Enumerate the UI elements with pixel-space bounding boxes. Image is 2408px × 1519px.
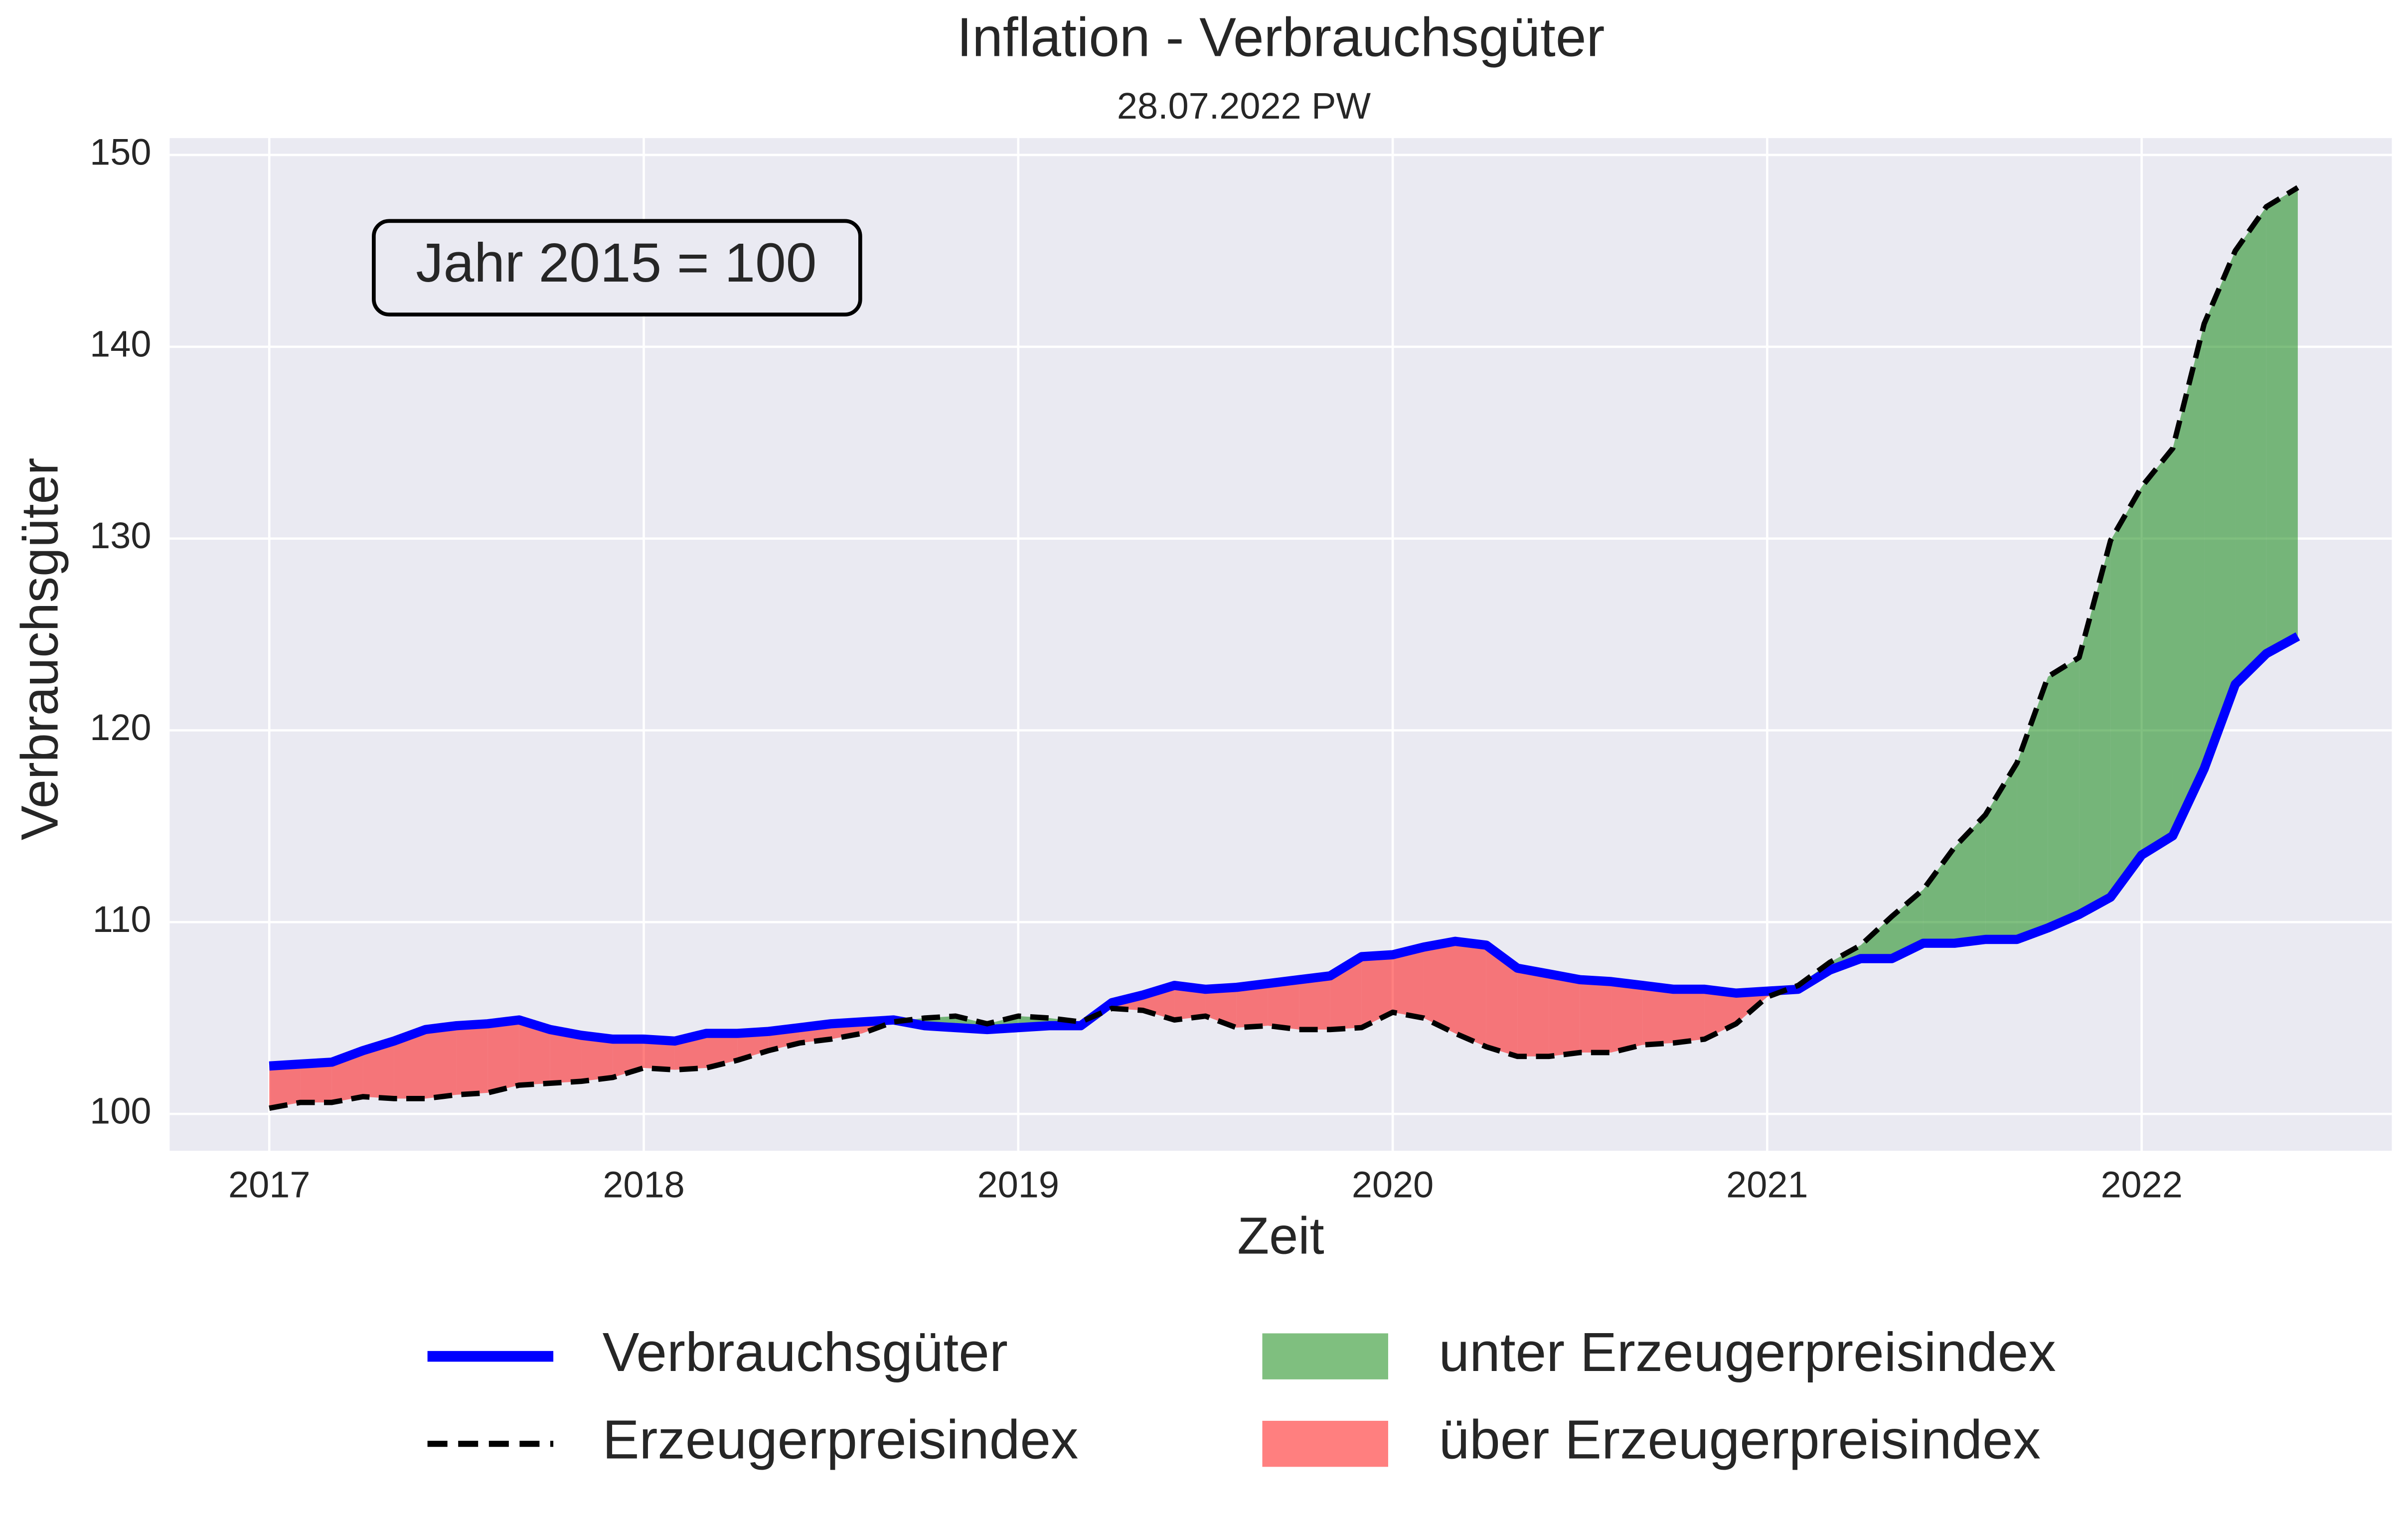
x-tick-label: 2018 bbox=[603, 1164, 684, 1205]
legend-label: Verbrauchsgüter bbox=[603, 1322, 1008, 1383]
annotation: Jahr 2015 = 100 bbox=[416, 232, 816, 294]
fill-segment bbox=[643, 1039, 675, 1070]
legend: Verbrauchsgüter Erzeugerpreisindex unter E… bbox=[427, 1322, 2056, 1470]
fill-segment bbox=[2048, 657, 2080, 928]
fill-segment bbox=[519, 1020, 550, 1085]
fill-areas bbox=[269, 187, 2298, 1108]
fill-segment bbox=[456, 1024, 488, 1095]
fill-segment bbox=[394, 1029, 426, 1099]
x-tick-label: 2020 bbox=[1352, 1164, 1434, 1205]
fill-segment bbox=[2110, 486, 2142, 898]
x-axis-label: Zeit bbox=[1237, 1207, 1324, 1265]
fill-segment bbox=[363, 1041, 394, 1099]
x-tick-label: 2022 bbox=[2100, 1164, 2182, 1205]
y-tick-label: 100 bbox=[90, 1090, 151, 1132]
fill-segment bbox=[1673, 989, 1705, 1043]
fill-segment bbox=[1642, 985, 1674, 1045]
fill-segment bbox=[1299, 976, 1330, 1030]
fill-segment bbox=[2204, 251, 2236, 769]
fill-segment bbox=[487, 1020, 519, 1093]
legend-label: Erzeugerpreisindex bbox=[603, 1409, 1079, 1470]
fill-segment bbox=[581, 1035, 613, 1081]
legend-swatch bbox=[1262, 1333, 1388, 1379]
fill-segment bbox=[1985, 762, 2017, 939]
fill-segment bbox=[2235, 206, 2266, 685]
fill-segment bbox=[1923, 847, 1954, 943]
fill-segment bbox=[1611, 981, 1643, 1053]
series-line bbox=[269, 632, 2300, 1071]
legend-swatch bbox=[1262, 1420, 1388, 1467]
legend-label: über Erzeugerpreisindex bbox=[1439, 1409, 2041, 1470]
y-tick-label: 140 bbox=[90, 323, 151, 364]
y-tick-label: 130 bbox=[90, 515, 151, 556]
fill-segment bbox=[269, 1064, 301, 1108]
fill-segment bbox=[1549, 974, 1580, 1057]
x-tick-label: 2019 bbox=[977, 1164, 1059, 1205]
fill-segment bbox=[1205, 987, 1237, 1028]
y-tick-label: 150 bbox=[90, 131, 151, 172]
fill-segment bbox=[1236, 983, 1268, 1028]
fill-segment bbox=[2141, 448, 2173, 855]
fill-segment bbox=[1486, 945, 1518, 1057]
fill-segment bbox=[2266, 187, 2298, 654]
fill-segment bbox=[300, 1062, 332, 1103]
series-line bbox=[269, 185, 2299, 1111]
fill-segment bbox=[1393, 947, 1424, 1018]
fill-segment bbox=[1861, 916, 1892, 959]
fill-segment bbox=[1517, 968, 1549, 1057]
lines bbox=[269, 185, 2300, 1111]
chart-subtitle: 28.07.2022 PW bbox=[1117, 85, 1371, 127]
y-tick-label: 120 bbox=[90, 707, 151, 748]
fill-segment bbox=[1361, 954, 1393, 1028]
fill-segment bbox=[425, 1026, 457, 1099]
fill-segment bbox=[1268, 979, 1299, 1030]
fill-segment bbox=[1954, 814, 1986, 943]
chart-title: Inflation - Verbrauchsgüter bbox=[957, 6, 1605, 68]
annotation-box bbox=[372, 219, 862, 316]
fill-segment bbox=[1580, 979, 1611, 1053]
fill-segment bbox=[2172, 323, 2205, 836]
fill-segment bbox=[1174, 985, 1206, 1020]
fill-segment bbox=[1892, 889, 1924, 959]
legend-label: unter Erzeugerpreisindex bbox=[1439, 1322, 2056, 1383]
fill-segment bbox=[1424, 941, 1455, 1034]
fill-segment bbox=[1455, 941, 1486, 1047]
fill-segment bbox=[706, 1033, 738, 1068]
fill-segment bbox=[550, 1029, 582, 1083]
x-tick-label: 2021 bbox=[1726, 1164, 1808, 1205]
y-axis-label: Verbrauchsgüter bbox=[11, 457, 69, 840]
x-tick-label: 2017 bbox=[228, 1164, 310, 1205]
y-tick-label: 110 bbox=[93, 899, 152, 940]
fill-segment bbox=[737, 1031, 769, 1061]
